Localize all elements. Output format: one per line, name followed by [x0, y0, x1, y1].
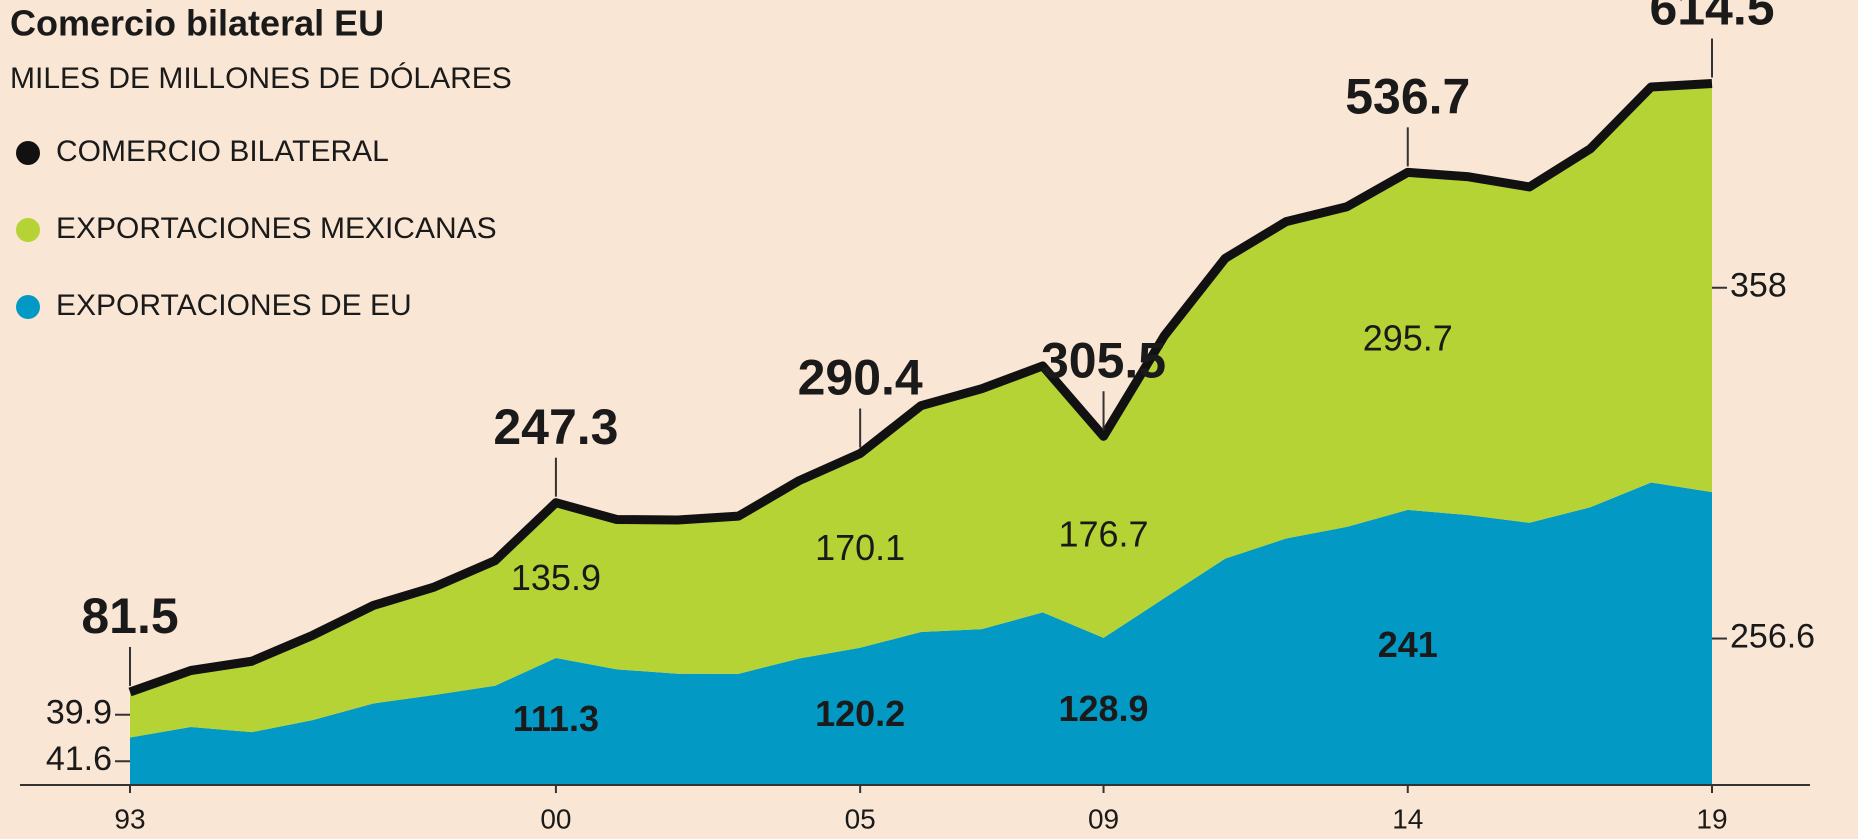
legend-marker	[16, 141, 40, 165]
x-tick-label: 93	[114, 803, 145, 834]
value-label: 128.9	[1058, 688, 1148, 729]
value-label: 295.7	[1363, 318, 1453, 359]
value-label: 111.3	[513, 698, 599, 739]
area	[130, 482, 1712, 785]
total-label: 614.5	[1649, 0, 1774, 36]
total-label: 290.4	[798, 350, 923, 406]
value-label: 256.6	[1730, 618, 1815, 656]
legend-label: COMERCIO BILATERAL	[56, 135, 389, 168]
value-label: 176.7	[1058, 514, 1148, 555]
value-label: 241	[1378, 624, 1438, 665]
x-tick-label: 14	[1392, 803, 1423, 834]
total-label: 305.5	[1041, 332, 1166, 388]
x-tick-label: 05	[845, 803, 876, 834]
line	[128, 79, 1713, 697]
value-label: 170.1	[815, 527, 905, 568]
x-tick-label: 19	[1696, 803, 1727, 834]
value-label: 41.6	[46, 740, 112, 778]
value-label: 358	[1730, 267, 1787, 305]
value-label: 120.2	[815, 693, 905, 734]
value-label: 39.9	[46, 694, 112, 732]
total-label: 536.7	[1345, 69, 1470, 125]
x-tick-label: 09	[1088, 803, 1119, 834]
total-label: 247.3	[493, 399, 618, 455]
x-tick-label: 00	[540, 803, 571, 834]
legend-label: EXPORTACIONES DE EU	[56, 289, 412, 322]
chart-title: Comercio bilateral EU	[10, 3, 384, 44]
value-label: 135.9	[511, 557, 601, 598]
total-label: 81.5	[81, 588, 178, 644]
chart-subtitle: MILES DE MILLONES DE DÓLARES	[10, 62, 512, 95]
legend-marker	[16, 295, 40, 319]
legend-marker	[16, 218, 40, 242]
legend-label: EXPORTACIONES MEXICANAS	[56, 212, 497, 245]
